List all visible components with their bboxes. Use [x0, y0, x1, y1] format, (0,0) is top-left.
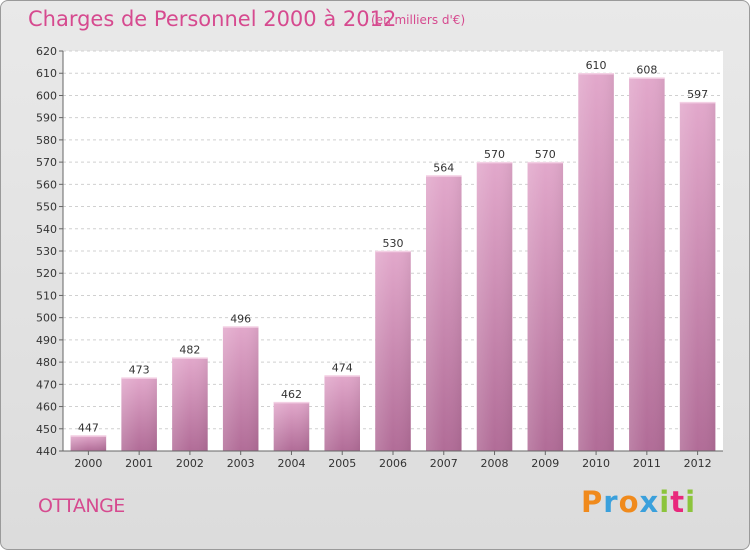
logo-letter: o: [618, 485, 640, 519]
x-tick-label: 2002: [176, 457, 204, 470]
x-tick-label: 2004: [277, 457, 305, 470]
y-tick-label: 500: [36, 312, 57, 325]
bar-sheen: [375, 251, 411, 451]
bar-sheen: [324, 375, 360, 451]
y-tick-label: 490: [36, 334, 57, 347]
bar-sheen: [222, 326, 259, 451]
y-tick-label: 590: [36, 112, 57, 125]
bar-sheen: [679, 102, 716, 451]
y-tick-label: 610: [36, 67, 57, 80]
x-tick-label: 2006: [379, 457, 407, 470]
bar-sheen: [121, 377, 157, 451]
logo-letter: P: [581, 485, 604, 519]
x-tick-label: 2008: [481, 457, 509, 470]
logo-letter: i: [659, 485, 671, 519]
bar-sheen: [629, 77, 665, 452]
data-label: 462: [281, 388, 302, 401]
data-label: 564: [433, 161, 454, 174]
data-label: 474: [332, 361, 353, 374]
y-tick-label: 470: [36, 378, 57, 391]
y-tick-label: 510: [36, 289, 57, 302]
x-tick-label: 2007: [430, 457, 458, 470]
y-tick-label: 570: [36, 156, 57, 169]
data-label: 530: [383, 237, 404, 250]
y-tick-label: 460: [36, 401, 57, 414]
logo-letter: i: [685, 485, 697, 519]
x-tick-label: 2000: [74, 457, 102, 470]
data-label: 473: [129, 364, 150, 377]
y-tick-label: 480: [36, 356, 57, 369]
y-tick-label: 580: [36, 134, 57, 147]
x-tick-label: 2005: [328, 457, 356, 470]
x-tick-label: 2009: [531, 457, 559, 470]
commune-name: OTTANGE: [38, 495, 125, 517]
data-label: 570: [484, 148, 505, 161]
data-label: 447: [78, 421, 99, 434]
y-tick-label: 450: [36, 423, 57, 436]
bar-sheen: [578, 73, 614, 451]
y-tick-label: 520: [36, 267, 57, 280]
logo-letter: r: [603, 485, 619, 519]
x-tick-label: 2001: [125, 457, 153, 470]
data-label: 608: [636, 64, 657, 77]
data-label: 570: [535, 148, 556, 161]
logo-letter: x: [639, 485, 660, 519]
bar-sheen: [273, 402, 310, 451]
bar-sheen: [172, 357, 208, 451]
data-label: 482: [179, 344, 200, 357]
x-tick-label: 2011: [633, 457, 661, 470]
chart-subtitle: (en milliers d'€): [371, 13, 466, 27]
data-label: 597: [687, 88, 708, 101]
x-tick-label: 2003: [227, 457, 255, 470]
y-tick-label: 560: [36, 178, 57, 191]
y-tick-label: 540: [36, 223, 57, 236]
y-tick-label: 530: [36, 245, 57, 258]
bar-sheen: [70, 435, 107, 451]
data-label: 496: [230, 313, 251, 326]
bar-sheen: [527, 162, 564, 451]
chart-title: Charges de Personnel 2000 à 2012: [28, 7, 397, 31]
y-tick-label: 620: [36, 45, 57, 58]
x-tick-label: 2010: [582, 457, 610, 470]
x-tick-label: 2012: [684, 457, 712, 470]
bar-sheen: [476, 162, 513, 451]
y-tick-label: 440: [36, 445, 57, 458]
logo-letter: t: [670, 485, 686, 519]
data-label: 610: [586, 59, 607, 72]
bar-sheen: [426, 175, 462, 451]
y-tick-label: 600: [36, 89, 57, 102]
proxiti-logo[interactable]: Proxiti: [581, 485, 696, 519]
y-tick-label: 550: [36, 201, 57, 214]
